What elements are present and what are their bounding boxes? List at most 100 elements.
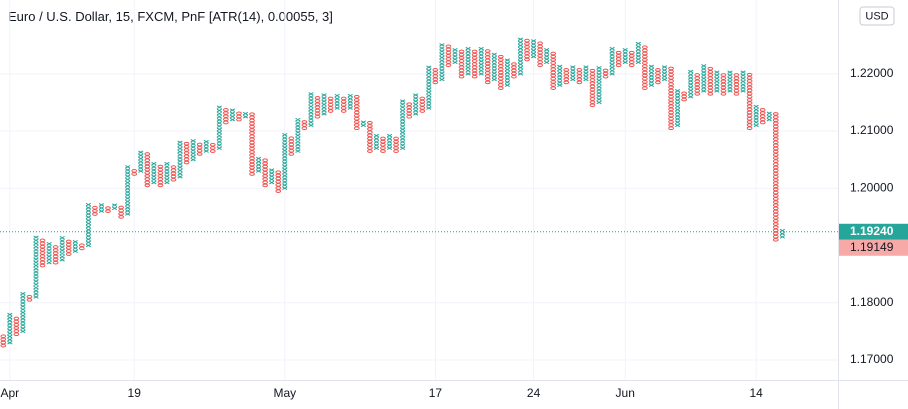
x-tick-label: May bbox=[273, 386, 296, 400]
o-column bbox=[602, 68, 609, 79]
x-column bbox=[269, 168, 275, 185]
o-column bbox=[13, 316, 20, 337]
y-tick-label: 1.17000 bbox=[850, 352, 894, 366]
x-column bbox=[72, 240, 78, 253]
o-column bbox=[628, 50, 635, 68]
o-column bbox=[288, 136, 295, 156]
x-tick-label: 24 bbox=[527, 386, 541, 400]
o-column bbox=[92, 205, 98, 216]
x-tick-label: 17 bbox=[429, 386, 443, 400]
x-column bbox=[347, 93, 353, 110]
o-column bbox=[183, 141, 190, 165]
o-column bbox=[563, 68, 570, 85]
x-column bbox=[216, 105, 222, 150]
x-column bbox=[7, 312, 13, 345]
o-column bbox=[262, 158, 269, 188]
o-column bbox=[445, 44, 452, 68]
chart-title: Euro / U.S. Dollar, 15, FXCM, PnF [ATR(1… bbox=[8, 9, 333, 24]
o-column bbox=[157, 164, 164, 188]
o-column bbox=[484, 49, 491, 85]
x-column bbox=[753, 104, 759, 128]
o-column bbox=[589, 68, 596, 108]
o-column bbox=[314, 96, 321, 119]
o-column bbox=[196, 142, 203, 156]
o-column bbox=[497, 54, 504, 90]
x-column bbox=[426, 65, 432, 110]
o-column bbox=[144, 152, 151, 188]
o-column bbox=[655, 68, 661, 85]
x-column bbox=[229, 108, 236, 122]
x-column bbox=[688, 69, 694, 99]
x-column bbox=[779, 228, 785, 239]
o-column bbox=[26, 294, 33, 302]
x-column bbox=[544, 48, 550, 65]
y-tick-label: 1.21000 bbox=[850, 123, 894, 137]
x-column bbox=[46, 242, 52, 265]
o-column bbox=[393, 136, 399, 153]
x-column bbox=[478, 46, 484, 76]
x-column bbox=[242, 111, 249, 119]
x-column bbox=[20, 291, 26, 334]
o-column bbox=[118, 205, 124, 219]
o-column bbox=[249, 112, 255, 176]
x-column bbox=[125, 165, 131, 216]
o-column bbox=[419, 96, 426, 113]
x-tick-label: Jun bbox=[616, 386, 635, 400]
x-column bbox=[85, 202, 91, 248]
x-column bbox=[530, 39, 537, 59]
o-column bbox=[78, 243, 85, 251]
x-column bbox=[517, 37, 524, 76]
currency-label[interactable]: USD bbox=[865, 10, 888, 22]
o-column bbox=[576, 67, 583, 85]
x-column bbox=[570, 65, 576, 82]
x-column bbox=[33, 235, 39, 299]
o-column bbox=[642, 45, 648, 90]
o-column bbox=[406, 102, 413, 119]
x-column bbox=[714, 70, 720, 93]
x-column bbox=[190, 139, 196, 162]
o-column bbox=[458, 49, 465, 79]
o-column bbox=[353, 94, 360, 131]
x-tick-label: 19 bbox=[128, 386, 142, 400]
o-column bbox=[105, 206, 111, 214]
x-column bbox=[661, 65, 668, 82]
prev-price-label: 1.19149 bbox=[850, 240, 894, 254]
x-column bbox=[675, 88, 681, 128]
x-column bbox=[465, 46, 471, 76]
o-column bbox=[340, 96, 347, 113]
x-column bbox=[111, 203, 118, 211]
x-column bbox=[282, 133, 288, 191]
last-price-badge bbox=[839, 223, 908, 240]
x-column bbox=[413, 93, 419, 116]
o-column bbox=[170, 165, 177, 182]
o-column bbox=[275, 170, 282, 193]
columns bbox=[0, 37, 785, 348]
x-tick-label: Apr bbox=[0, 386, 19, 400]
x-column bbox=[373, 133, 380, 150]
x-column bbox=[596, 66, 602, 105]
x-column bbox=[452, 48, 458, 65]
x-column bbox=[360, 120, 366, 128]
o-column bbox=[681, 91, 688, 102]
o-column bbox=[223, 108, 229, 125]
o-column bbox=[537, 41, 543, 68]
x-column bbox=[727, 70, 733, 93]
x-column bbox=[439, 43, 445, 82]
o-column bbox=[209, 142, 216, 153]
o-column bbox=[550, 51, 557, 90]
x-column bbox=[386, 133, 393, 150]
currency-badge[interactable] bbox=[859, 6, 895, 26]
o-column bbox=[327, 96, 334, 113]
x-column bbox=[295, 117, 301, 153]
o-column bbox=[39, 238, 46, 268]
x-column bbox=[256, 156, 262, 173]
x-column bbox=[609, 46, 615, 76]
x-tick-label: 14 bbox=[749, 386, 763, 400]
o-column bbox=[733, 73, 740, 96]
x-column bbox=[321, 93, 327, 116]
o-column bbox=[746, 72, 753, 131]
x-column bbox=[622, 48, 628, 65]
